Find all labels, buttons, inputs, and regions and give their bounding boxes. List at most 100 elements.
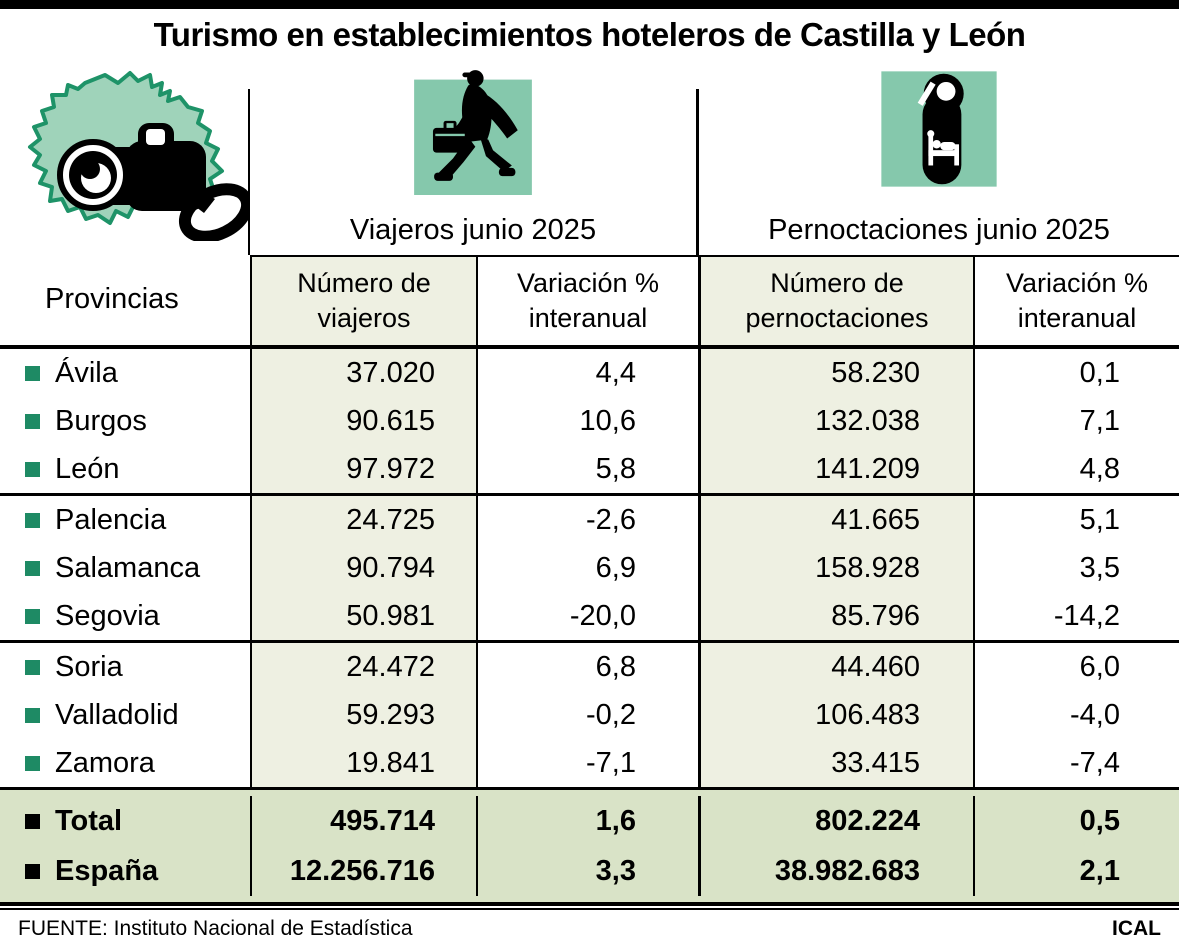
- bottom-rule-thin: [0, 908, 1179, 910]
- viajeros-variation: 6,9: [478, 544, 698, 592]
- row-label-text: Valladolid: [55, 698, 179, 731]
- page-title: Turismo en establecimientos hoteleros de…: [153, 16, 1026, 53]
- col-header-variacion-viajeros: Variación % interanual: [478, 255, 698, 345]
- province-bullet-icon: [25, 707, 40, 723]
- viajeros-value: 59.293: [250, 691, 478, 739]
- viajeros-value: 12.256.716: [250, 846, 478, 896]
- viajeros-value: 90.794: [250, 544, 478, 592]
- viajeros-variation-text: -7,1: [586, 746, 636, 779]
- row-label: Soria: [0, 643, 250, 691]
- pernoctaciones-value: 85.796: [698, 592, 975, 640]
- pernoctaciones-variation-text: 0,1: [1079, 356, 1120, 389]
- viajeros-value: 24.472: [250, 643, 478, 691]
- row-label: Zamora: [0, 739, 250, 787]
- pernoctaciones-variation-text: 3,5: [1079, 551, 1120, 584]
- top-rule: [0, 0, 1179, 9]
- viajeros-variation: 3,3: [478, 846, 698, 896]
- section-divider-line: [696, 89, 699, 255]
- pernoctaciones-value-text: 141.209: [815, 452, 920, 485]
- pernoctaciones-value-text: 85.796: [831, 599, 920, 632]
- viajeros-variation: -7,1: [478, 739, 698, 787]
- viajeros-value-text: 90.794: [346, 551, 435, 584]
- traveler-suitcase-icon: [414, 70, 532, 195]
- footer: FUENTE: Instituto Nacional de Estadístic…: [0, 910, 1179, 941]
- pernoctaciones-variation: 4,8: [975, 445, 1179, 493]
- row-label-text: Zamora: [55, 746, 155, 779]
- row-label: España: [0, 846, 250, 896]
- totals-band: Total 495.714 1,6 802.224 0,5 España 12.256.71…: [0, 787, 1179, 902]
- viajeros-variation-text: 1,6: [595, 804, 636, 837]
- row-label-text: León: [55, 452, 120, 485]
- viajeros-value-text: 59.293: [346, 698, 435, 731]
- provinces-column-header: Provincias: [45, 283, 179, 316]
- viajeros-value: 37.020: [250, 349, 478, 397]
- pernoctaciones-value: 33.415: [698, 739, 975, 787]
- viajeros-value: 90.615: [250, 397, 478, 445]
- row-label: Salamanca: [0, 544, 250, 592]
- door-hanger-bed-icon: [881, 71, 997, 187]
- province-bullet-icon: [25, 659, 40, 675]
- pernoctaciones-variation: 2,1: [975, 846, 1179, 896]
- viajeros-value: 24.725: [250, 496, 478, 544]
- viajeros-variation: -0,2: [478, 691, 698, 739]
- viajeros-variation-text: 10,6: [579, 404, 636, 437]
- viajeros-variation-text: -2,6: [586, 503, 636, 536]
- viajeros-value-text: 97.972: [346, 452, 435, 485]
- column-divider-line: [248, 89, 250, 255]
- viajeros-variation: 6,8: [478, 643, 698, 691]
- row-label-text: Total: [55, 804, 123, 837]
- pernoctaciones-value: 41.665: [698, 496, 975, 544]
- table-row: Segovia 50.981 -20,0 85.796 -14,2: [0, 592, 1179, 640]
- province-bullet-icon: [25, 560, 40, 576]
- pernoctaciones-variation: 6,0: [975, 643, 1179, 691]
- row-label-text: España: [55, 854, 159, 887]
- row-label-text: Segovia: [55, 599, 160, 632]
- pernoctaciones-value: 158.928: [698, 544, 975, 592]
- pernoctaciones-variation: -14,2: [975, 592, 1179, 640]
- pernoctaciones-variation-text: 5,1: [1079, 503, 1120, 536]
- pernoctaciones-variation: 0,1: [975, 349, 1179, 397]
- viajeros-value-text: 24.725: [346, 503, 435, 536]
- row-label-text: Ávila: [55, 356, 118, 389]
- viajeros-section-label: Viajeros junio 2025: [349, 214, 597, 246]
- table-row: Palencia 24.725 -2,6 41.665 5,1: [0, 493, 1179, 544]
- province-bullet-icon: [25, 461, 40, 477]
- pernoctaciones-value: 44.460: [698, 643, 975, 691]
- subheader-row: Provincias Número de viajeros Variación …: [0, 255, 1179, 349]
- table-body: Ávila 37.020 4,4 58.230 0,1 Burgos 90.615 10,6 1…: [0, 349, 1179, 787]
- viajeros-value: 97.972: [250, 445, 478, 493]
- viajeros-variation: 4,4: [478, 349, 698, 397]
- row-label: León: [0, 445, 250, 493]
- pernoctaciones-value: 58.230: [698, 349, 975, 397]
- pernoctaciones-value-text: 58.230: [831, 356, 920, 389]
- province-bullet-icon: [25, 413, 40, 429]
- pernoctaciones-value-text: 132.038: [815, 404, 920, 437]
- row-label-text: Salamanca: [55, 551, 201, 584]
- province-bullet-icon: [25, 512, 40, 528]
- viajeros-value-text: 90.615: [346, 404, 435, 437]
- pernoctaciones-header-section: Pernoctaciones junio 2025: [699, 61, 1179, 255]
- table-row: Total 495.714 1,6 802.224 0,5: [0, 796, 1179, 846]
- row-label-text: Soria: [55, 650, 123, 683]
- viajeros-value-text: 37.020: [346, 356, 435, 389]
- pernoctaciones-variation-text: -14,2: [1053, 599, 1120, 632]
- row-label: Palencia: [0, 496, 250, 544]
- row-label: Ávila: [0, 349, 250, 397]
- row-label: Valladolid: [0, 691, 250, 739]
- agency-credit: ICAL: [1112, 917, 1161, 940]
- viajeros-variation-text: 6,9: [595, 551, 636, 584]
- pernoctaciones-value-text: 158.928: [815, 551, 920, 584]
- viajeros-variation: 5,8: [478, 445, 698, 493]
- viajeros-variation: -2,6: [478, 496, 698, 544]
- viajeros-value: 50.981: [250, 592, 478, 640]
- pernoctaciones-variation-text: 6,0: [1079, 650, 1120, 683]
- col-header-numero-pernoctaciones: Número de pernoctaciones: [698, 255, 975, 345]
- pernoctaciones-variation: 3,5: [975, 544, 1179, 592]
- province-bullet-icon: [25, 813, 40, 829]
- pernoctaciones-variation: 5,1: [975, 496, 1179, 544]
- table-row: Zamora 19.841 -7,1 33.415 -7,4: [0, 739, 1179, 787]
- pernoctaciones-variation: -4,0: [975, 691, 1179, 739]
- viajeros-variation-text: -20,0: [569, 599, 636, 632]
- viajeros-variation-text: 5,8: [595, 452, 636, 485]
